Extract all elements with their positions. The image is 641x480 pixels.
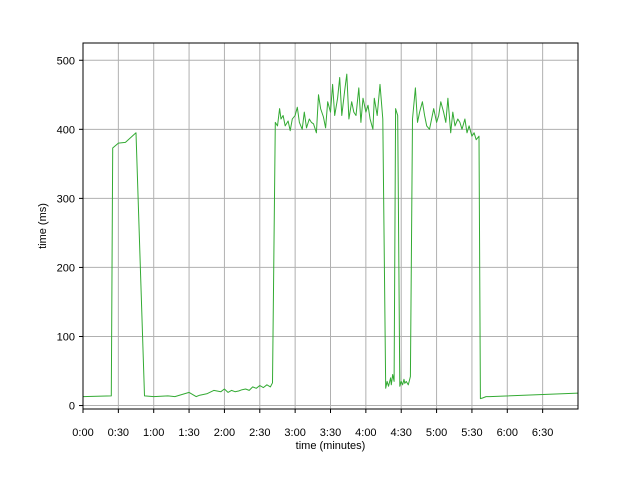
y-tick-label: 300 [57, 193, 75, 205]
y-tick-label: 100 [57, 331, 75, 343]
y-tick-label: 500 [57, 55, 75, 67]
y-tick-label: 400 [57, 124, 75, 136]
series-layer [82, 73, 579, 400]
x-tick-label: 2:00 [214, 427, 235, 439]
x-tick-label: 6:00 [497, 427, 518, 439]
x-tick-label: 0:30 [108, 427, 129, 439]
grid [82, 43, 578, 409]
x-tick-label: 1:00 [143, 427, 164, 439]
y-axis: 0 100 200 300 400 500 [57, 55, 83, 413]
y-tick-label: 200 [57, 262, 75, 274]
x-tick-label: 3:00 [284, 427, 305, 439]
x-tick-label: 2:30 [249, 427, 270, 439]
y-tick-label: 0 [69, 401, 75, 413]
x-tick-label: 5:00 [426, 427, 447, 439]
x-tick-label: 3:30 [320, 427, 341, 439]
y-axis-label: time (ms) [37, 203, 49, 249]
x-tick-label: 4:30 [391, 427, 412, 439]
x-tick-label: 4:00 [355, 427, 376, 439]
x-axis: 0:00 0:30 1:00 1:30 2:00 2:30 3:00 3:30 4:00 4:30… [72, 409, 553, 439]
x-tick-label: 6:30 [532, 427, 553, 439]
x-tick-label: 1:30 [178, 427, 199, 439]
x-axis-label: time (minutes) [296, 440, 366, 452]
series-line [82, 73, 579, 400]
x-tick-label: 0:00 [72, 427, 93, 439]
x-tick-label: 5:30 [461, 427, 482, 439]
